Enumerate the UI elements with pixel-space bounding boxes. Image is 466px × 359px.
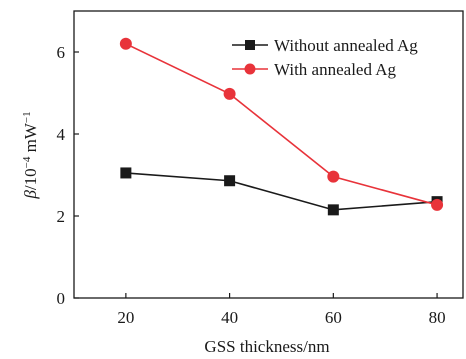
y-axis-tail-exponent: −1 <box>21 111 33 123</box>
y-tick-label: 0 <box>57 289 66 308</box>
x-tick-label: 60 <box>325 308 342 327</box>
x-tick-label: 40 <box>221 308 238 327</box>
series-layer <box>119 37 444 216</box>
series-line-1 <box>125 43 438 206</box>
y-tick-label: 6 <box>57 43 66 62</box>
series-line-0 <box>125 172 438 211</box>
legend: Without annealed Ag With annealed Ag <box>232 36 418 79</box>
y-axis-unit: /10 <box>21 168 40 190</box>
data-point-circle <box>119 37 132 50</box>
x-axis-label: GSS thickness/nm <box>204 337 329 356</box>
legend-label-0: Without annealed Ag <box>274 36 418 55</box>
y-tick-label: 4 <box>57 125 66 144</box>
x-axis: 20 40 60 80 <box>117 293 446 327</box>
y-axis-label: β/10−4 mW−1 <box>21 111 40 199</box>
y-axis: 0 2 4 6 <box>57 43 79 308</box>
data-point-circle <box>223 87 236 100</box>
legend-marker-square <box>245 40 255 50</box>
data-point-circle <box>327 170 340 183</box>
y-axis-tail: mW <box>21 122 40 156</box>
y-tick-label: 2 <box>57 207 66 226</box>
data-point-circle <box>431 198 444 211</box>
data-point-square <box>224 175 236 187</box>
legend-marker-circle <box>244 63 256 75</box>
data-point-square <box>327 204 339 216</box>
data-point-square <box>120 167 132 179</box>
y-axis-exponent: −4 <box>21 156 33 168</box>
x-tick-label: 80 <box>429 308 446 327</box>
plot-frame <box>73 10 464 299</box>
y-axis-symbol: β <box>21 190 40 200</box>
legend-label-1: With annealed Ag <box>274 60 397 79</box>
x-tick-label: 20 <box>117 308 134 327</box>
